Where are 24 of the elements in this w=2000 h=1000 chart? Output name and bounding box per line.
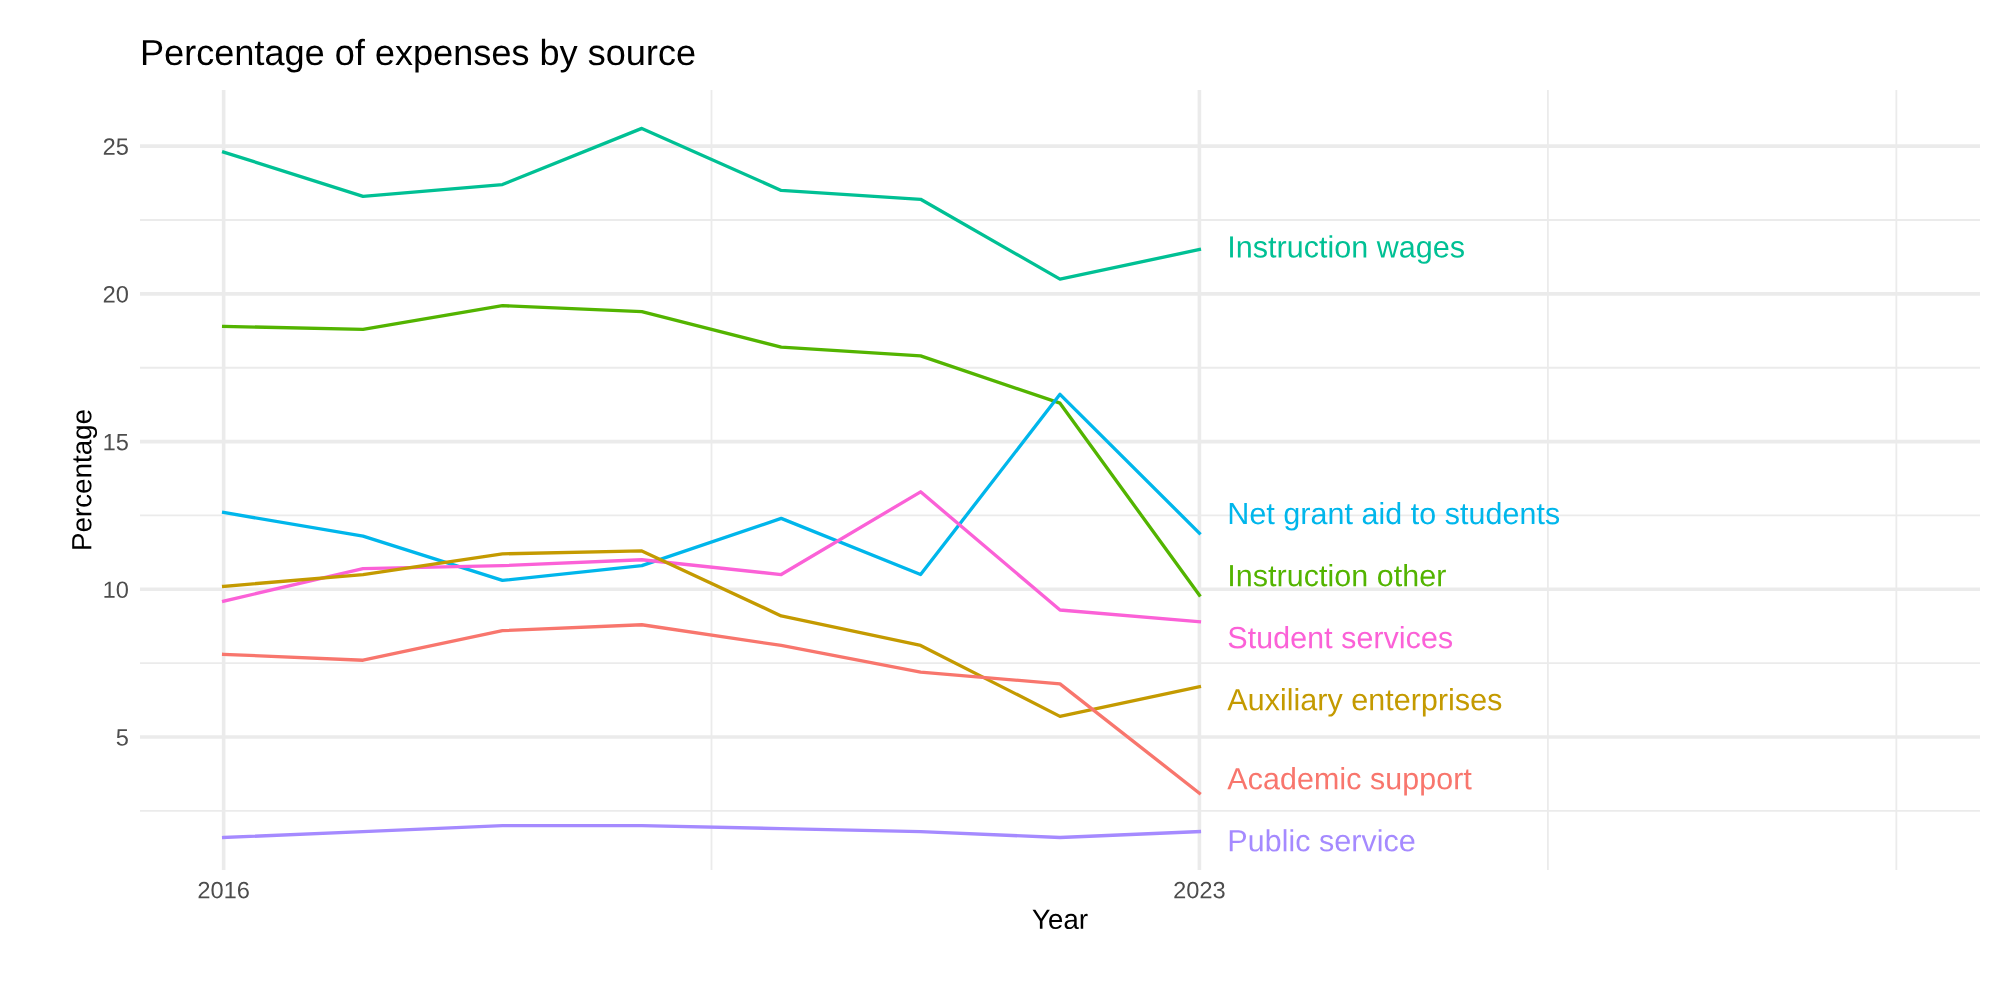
y-tick-label: 25 — [103, 138, 128, 155]
line-series — [221, 392, 1202, 583]
x-tick-label: 2023 — [1174, 881, 1225, 899]
y-axis-title: Percentage — [72, 410, 98, 549]
series-label: Student services — [1228, 626, 1453, 649]
line-series — [221, 490, 1202, 624]
chart-title: Percentage of expenses by source — [142, 38, 695, 73]
line-series — [221, 623, 1202, 795]
series-label: Auxiliary enterprises — [1227, 688, 1502, 717]
line-series — [221, 126, 1202, 281]
y-tick-label: 5 — [116, 729, 128, 746]
y-tick-label: 20 — [103, 285, 128, 303]
series-label: Academic support — [1227, 767, 1472, 796]
series-label: Net grant aid to students — [1229, 501, 1560, 531]
line-series — [221, 824, 1202, 840]
series-label: Instruction other — [1230, 564, 1446, 587]
series-label: Public service — [1229, 829, 1415, 852]
series-label: Instruction wages — [1230, 235, 1464, 264]
y-tick-label: 10 — [104, 581, 128, 599]
x-axis-title: Year — [1032, 909, 1088, 930]
line-series — [221, 304, 1202, 597]
line-series — [221, 549, 1202, 719]
y-tick-label: 15 — [104, 433, 128, 451]
x-tick-label: 2016 — [198, 881, 249, 899]
